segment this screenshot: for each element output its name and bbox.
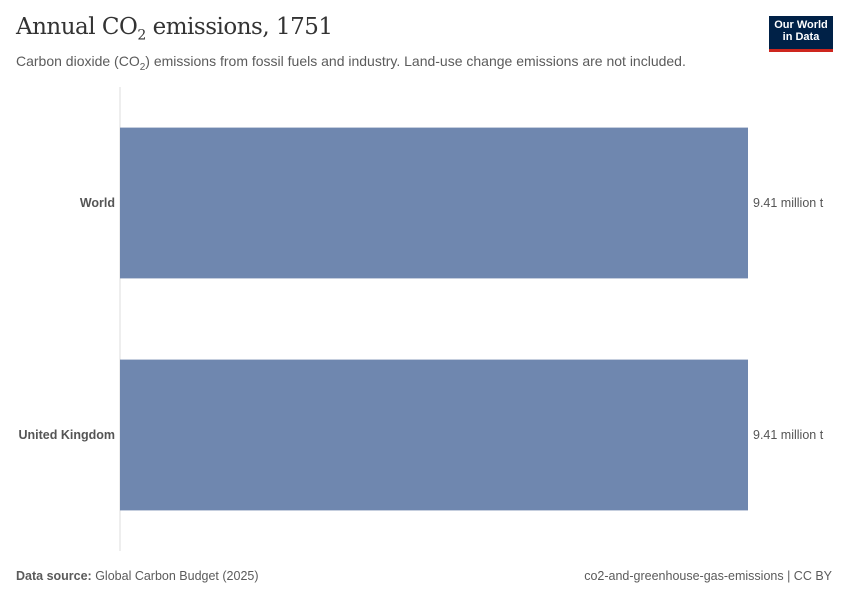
bar-world[interactable] — [120, 127, 748, 279]
category-label: United Kingdom — [18, 428, 115, 442]
footer-license[interactable]: co2-and-greenhouse-gas-emissions | CC BY — [584, 569, 832, 583]
category-label: World — [80, 196, 115, 210]
bar-united-kingdom[interactable] — [120, 359, 748, 511]
chart-title: Annual CO2 emissions, 1751 — [16, 14, 333, 44]
value-label: 9.41 million t — [753, 196, 824, 210]
data-source: Data source: Global Carbon Budget (2025) — [16, 569, 259, 583]
value-label: 9.41 million t — [753, 428, 824, 442]
owid-logo[interactable]: Our World in Data — [769, 16, 833, 52]
chart-subtitle: Carbon dioxide (CO2) emissions from foss… — [16, 53, 686, 73]
